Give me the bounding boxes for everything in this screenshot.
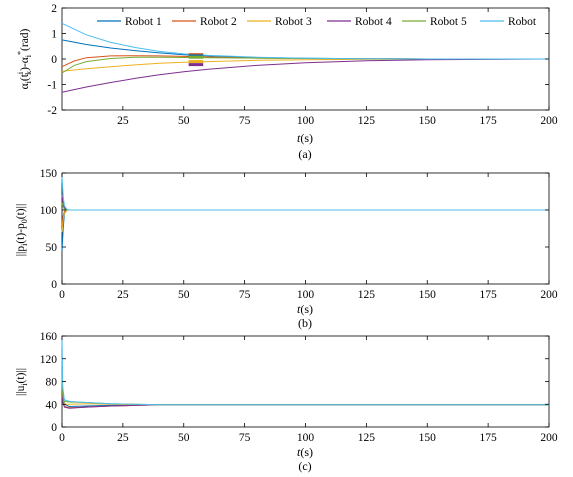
panel-a-legend: Robot 1 Robot 2 Robot 3 Robot 4 Robot 5 Robot bbox=[97, 16, 537, 28]
panel-b-xtick-label: 50 bbox=[178, 289, 190, 301]
panel-c-ytick-label: 80 bbox=[46, 377, 58, 389]
panel-a-ytick-label: 2 bbox=[51, 3, 57, 15]
panel-a-ytick-label: 0 bbox=[51, 54, 57, 66]
panel-a-series-line-4 bbox=[61, 58, 550, 93]
panel-b-xtick-label: 125 bbox=[358, 289, 376, 301]
panel-a-ytick-label: -2 bbox=[47, 105, 57, 117]
panel-c-xtick-label: 125 bbox=[358, 432, 376, 444]
panel-a-ytick-label: -1 bbox=[47, 80, 57, 92]
panel-c-xtick-label: 150 bbox=[419, 432, 437, 444]
panel-c: 0 25 50 75 100 125 150 175 200 0 40 80 120 160 ||ui(t… bbox=[15, 331, 558, 473]
legend-label-5: Robot 5 bbox=[430, 16, 467, 28]
panel-c-ylabel: ||ui(t)|| bbox=[15, 368, 29, 396]
panel-a-xtick-label: 50 bbox=[178, 115, 190, 127]
panel-c-xtick-label: 50 bbox=[178, 432, 190, 444]
panel-b-xtick-label: 200 bbox=[540, 289, 558, 301]
panel-a-xlabel: t(s) bbox=[297, 131, 313, 145]
panel-a-xtick-label: 125 bbox=[358, 115, 376, 127]
panel-b-xtick-label: 150 bbox=[419, 289, 437, 301]
panel-a-xtick-label: 75 bbox=[239, 115, 251, 127]
panel-c-caption: (c) bbox=[298, 459, 311, 473]
panel-a-ticks: 25 50 75 100 125 150 175 200 -2 -1 0 1 2 bbox=[47, 3, 557, 127]
panel-c-xtick-label: 100 bbox=[297, 432, 315, 444]
panel-b-xlabel: t(s) bbox=[297, 302, 313, 316]
legend-label-4: Robot 4 bbox=[355, 16, 392, 28]
panel-a-ytick-label: 1 bbox=[51, 29, 57, 41]
panel-c-xtick-label: 200 bbox=[540, 432, 558, 444]
panel-b-ylabel: ||pi(t)-p0(t)|| bbox=[15, 204, 29, 257]
panel-b-series-lines bbox=[61, 176, 549, 251]
panel-b: 0 25 50 75 100 125 150 175 200 0 50 100 150 ||pi(t)-… bbox=[15, 168, 558, 330]
legend-label-1: Robot 1 bbox=[125, 16, 162, 28]
panel-c-xtick-label: 175 bbox=[480, 432, 498, 444]
legend-label-3: Robot 3 bbox=[275, 16, 312, 28]
panel-a-caption: (a) bbox=[298, 147, 311, 161]
panel-c-series-line-6 bbox=[61, 337, 549, 406]
panel-c-series-lines bbox=[61, 337, 549, 409]
panel-c-axes-box bbox=[61, 335, 550, 428]
panel-b-ytick-label: 100 bbox=[40, 205, 58, 217]
panel-a-ylabel: αi(tik)-αi*(rad) bbox=[16, 28, 33, 89]
panel-a-xtick-label: 150 bbox=[419, 115, 437, 127]
panel-b-caption: (b) bbox=[298, 316, 312, 330]
panel-c-ytick-label: 120 bbox=[40, 354, 58, 366]
panel-b-ytick-label: 50 bbox=[46, 242, 58, 254]
panel-a-xtick-label: 100 bbox=[297, 115, 315, 127]
panel-b-xtick-label: 0 bbox=[59, 289, 65, 301]
legend-label-6: Robot bbox=[508, 16, 537, 28]
panel-c-xlabel: t(s) bbox=[297, 445, 313, 459]
legend-label-2: Robot 2 bbox=[200, 16, 237, 28]
panel-b-ytick-label: 0 bbox=[51, 279, 57, 291]
panel-b-ytick-label: 150 bbox=[40, 168, 58, 180]
panel-b-xtick-label: 25 bbox=[117, 289, 129, 301]
panel-b-series-line-6 bbox=[61, 176, 549, 211]
panel-c-ytick-label: 0 bbox=[51, 422, 57, 434]
panel-a-xtick-label: 175 bbox=[480, 115, 498, 127]
panel-c-xtick-label: 75 bbox=[239, 432, 251, 444]
panel-a-event-markers bbox=[188, 53, 204, 67]
panel-b-xtick-label: 175 bbox=[480, 289, 498, 301]
panel-a-xtick-label: 25 bbox=[117, 115, 129, 127]
panel-b-xtick-label: 75 bbox=[239, 289, 251, 301]
panel-c-ytick-label: 40 bbox=[46, 399, 58, 411]
panel-c-ytick-label: 160 bbox=[40, 331, 58, 343]
panel-c-xtick-label: 0 bbox=[59, 432, 65, 444]
panel-a-xtick-label: 200 bbox=[540, 115, 558, 127]
panel-b-axes-box bbox=[61, 172, 550, 285]
panel-b-ticks: 0 25 50 75 100 125 150 175 200 0 50 100 150 bbox=[40, 168, 558, 301]
panel-c-ticks: 0 25 50 75 100 125 150 175 200 0 40 80 120 160 bbox=[40, 331, 558, 444]
panel-b-xtick-label: 100 bbox=[297, 289, 315, 301]
panel-c-xtick-label: 25 bbox=[117, 432, 129, 444]
